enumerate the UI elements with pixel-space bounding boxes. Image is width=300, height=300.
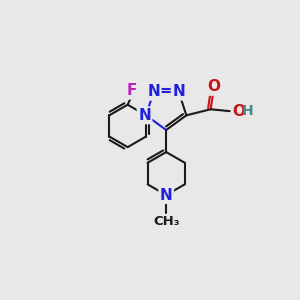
Text: CH₃: CH₃	[153, 215, 179, 228]
Text: N: N	[138, 108, 151, 123]
Text: N: N	[147, 84, 160, 99]
Text: H: H	[242, 104, 254, 118]
Text: O: O	[207, 79, 220, 94]
Text: O: O	[232, 104, 245, 119]
Text: N: N	[172, 84, 185, 99]
Text: F: F	[127, 83, 137, 98]
Text: N: N	[160, 188, 172, 202]
